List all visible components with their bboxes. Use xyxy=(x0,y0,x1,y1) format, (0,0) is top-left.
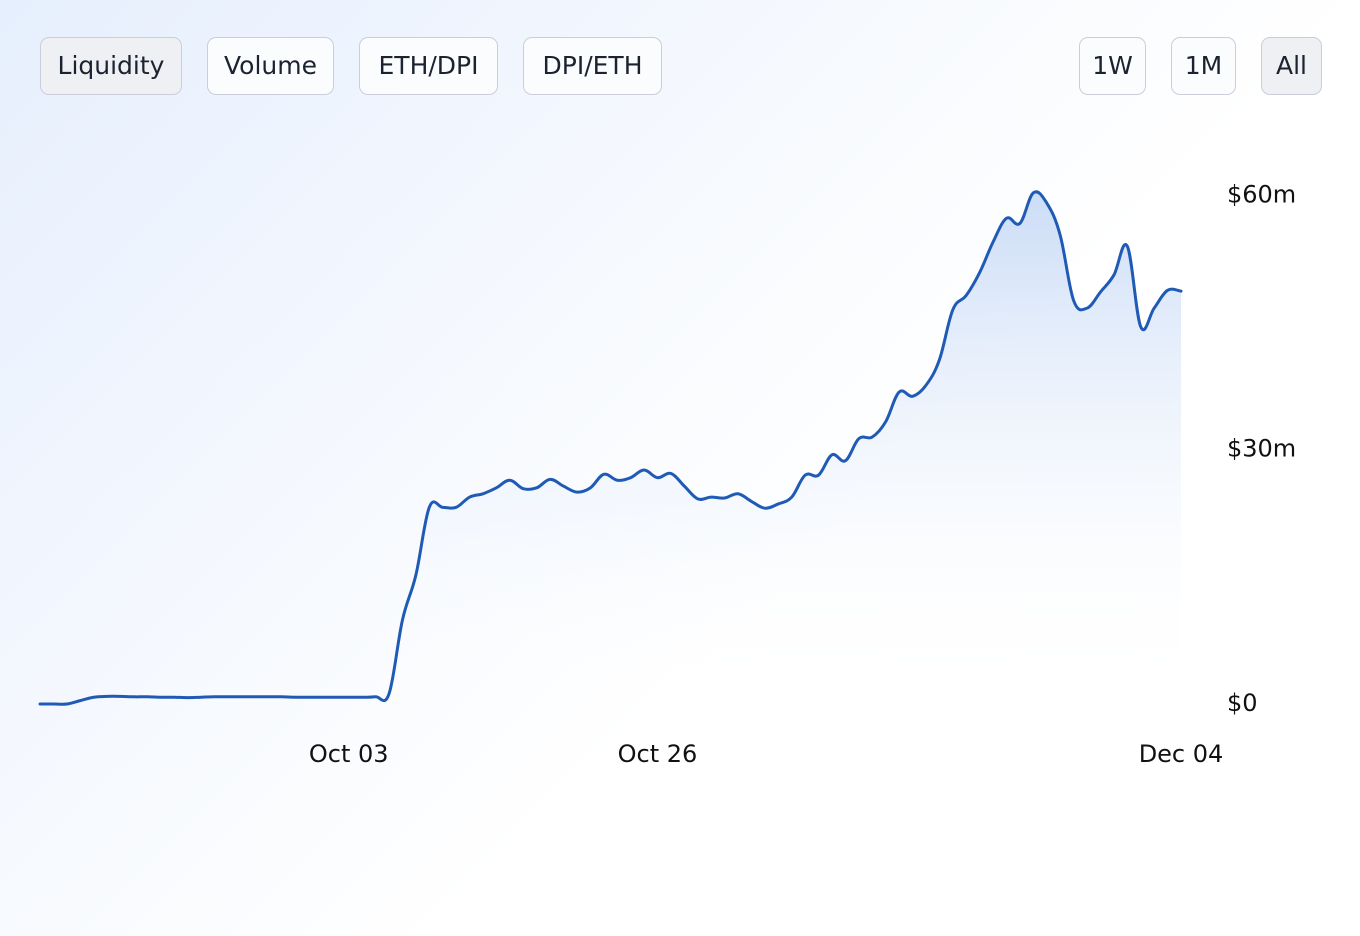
line xyxy=(38,190,1183,706)
y-tick-label: $30m xyxy=(1227,435,1296,463)
range-button[interactable]: All xyxy=(1261,37,1322,95)
metric-button[interactable]: Volume xyxy=(207,37,334,95)
x-tick-label: Oct 03 xyxy=(309,740,389,768)
area-fill xyxy=(40,191,1181,705)
x-tick-label: Dec 04 xyxy=(1139,740,1224,768)
metric-button[interactable]: Liquidity xyxy=(40,37,182,95)
y-tick-label: $0 xyxy=(1227,689,1258,717)
metric-button[interactable]: ETH/DPI xyxy=(359,37,498,95)
metric-button[interactable]: DPI/ETH xyxy=(523,37,662,95)
y-tick-label: $60m xyxy=(1227,180,1296,208)
range-button[interactable]: 1W xyxy=(1079,37,1146,95)
range-button[interactable]: 1M xyxy=(1171,37,1236,95)
x-tick-label: Oct 26 xyxy=(618,740,698,768)
